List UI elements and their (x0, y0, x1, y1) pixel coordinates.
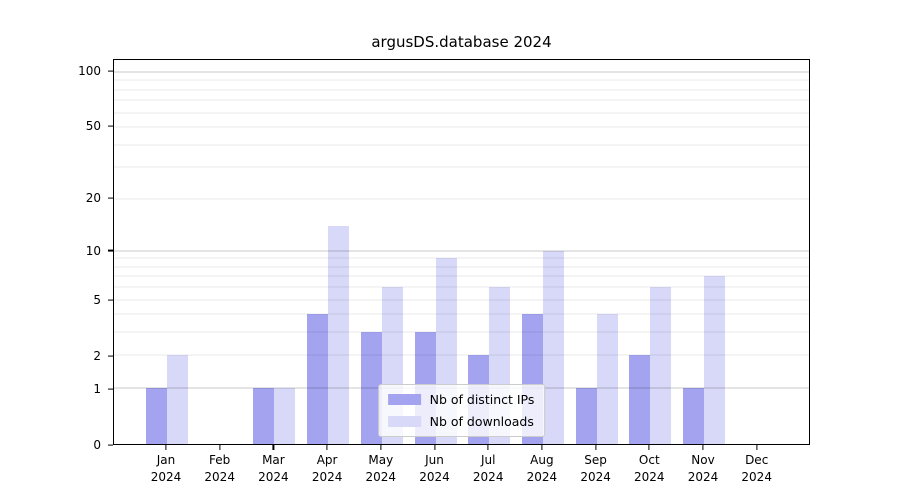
bar-downloads (328, 225, 350, 444)
x-tick-label: May 2024 (365, 453, 397, 484)
y-tick-mark (108, 250, 113, 252)
y-gridline-minor (114, 275, 809, 277)
bar-distinct-ips (629, 355, 651, 444)
y-gridline-minor (114, 354, 809, 356)
legend: Nb of distinct IPs Nb of downloads (377, 384, 546, 437)
y-tick-label: 10 (85, 243, 101, 258)
y-gridline-minor (114, 266, 809, 268)
x-tick-label: Jan 2024 (150, 453, 182, 484)
bar-downloads (167, 355, 188, 444)
bar-distinct-ips (146, 388, 167, 444)
y-tick-mark (108, 299, 113, 301)
y-tick-label: 1 (93, 381, 101, 396)
y-gridline-minor (114, 313, 809, 315)
chart-title: argusDS.database 2024 (371, 33, 552, 51)
x-tick-mark (272, 445, 274, 450)
y-gridline-major (114, 250, 809, 252)
x-axis-ticks (113, 445, 810, 450)
y-gridline-minor (114, 89, 809, 91)
x-tick-label: Jun 2024 (419, 453, 450, 484)
y-axis-labels: 0 1 2 5 10 20 50 100 (0, 59, 101, 452)
legend-item-distinct-ips: Nb of distinct IPs (387, 392, 535, 407)
x-tick-label: Nov 2024 (687, 453, 719, 484)
x-tick-mark (433, 445, 436, 450)
bar-downloads (274, 388, 296, 444)
y-gridline-minor (114, 166, 809, 168)
bar-downloads (596, 314, 618, 444)
y-gridline-minor (114, 99, 809, 101)
bar-downloads (704, 276, 725, 444)
x-tick-label: Oct 2024 (634, 453, 665, 484)
x-tick-label: Mar 2024 (258, 453, 289, 484)
y-gridline-minor (114, 257, 809, 259)
legend-label-downloads: Nb of downloads (429, 414, 534, 429)
legend-swatch-distinct-ips (387, 394, 421, 405)
y-tick-label: 50 (85, 119, 101, 134)
y-tick-mark (108, 355, 113, 357)
bar-distinct-ips (307, 314, 329, 444)
x-tick-mark (595, 445, 597, 450)
plot-area: Nb of distinct IPs Nb of downloads (113, 59, 810, 445)
x-tick-mark (219, 445, 221, 450)
x-tick-label: Aug 2024 (526, 453, 558, 484)
bar-distinct-ips (683, 388, 704, 444)
bar-distinct-ips (253, 388, 275, 444)
y-gridline-minor (114, 112, 809, 114)
x-axis-labels: Jan 2024 Feb 2024 Mar 2024 Apr 2024 May 2024… (113, 452, 810, 492)
y-gridline-minor (114, 286, 809, 288)
y-tick-label: 5 (93, 292, 101, 307)
y-gridline-minor (114, 144, 809, 146)
y-tick-mark (108, 197, 113, 199)
y-tick-mark (108, 125, 113, 127)
x-tick-label: Dec 2024 (741, 453, 772, 484)
x-tick-label: Feb 2024 (204, 453, 235, 484)
x-tick-label: Jul 2024 (472, 453, 504, 484)
y-tick-mark (108, 70, 113, 72)
y-axis-ticks (108, 59, 113, 446)
x-tick-mark (541, 445, 543, 450)
y-tick-label: 20 (85, 191, 101, 206)
y-tick-mark (108, 444, 113, 446)
x-tick-mark (487, 445, 489, 450)
y-gridline-minor (114, 331, 809, 333)
x-tick-mark (380, 445, 382, 450)
y-gridline-major (114, 71, 809, 73)
legend-item-downloads: Nb of downloads (387, 414, 535, 429)
bar-downloads (650, 287, 672, 444)
x-tick-mark (648, 445, 650, 450)
legend-swatch-downloads (387, 416, 421, 427)
x-tick-label: Apr 2024 (311, 453, 343, 484)
y-gridline-minor (114, 299, 809, 301)
x-tick-label: Sep 2024 (580, 453, 611, 484)
y-tick-mark (108, 388, 113, 390)
x-tick-mark (702, 445, 704, 450)
y-tick-label: 0 (93, 438, 101, 452)
x-tick-mark (756, 445, 758, 450)
bar-distinct-ips (575, 388, 597, 444)
y-gridline-minor (114, 198, 809, 200)
y-tick-label: 2 (93, 348, 101, 363)
y-gridline-minor (114, 79, 809, 81)
x-tick-mark (165, 445, 167, 450)
y-tick-label: 100 (78, 63, 101, 78)
x-tick-mark (326, 445, 328, 450)
bar-downloads (542, 250, 564, 444)
legend-label-distinct-ips: Nb of distinct IPs (429, 392, 535, 407)
y-gridline-minor (114, 126, 809, 128)
